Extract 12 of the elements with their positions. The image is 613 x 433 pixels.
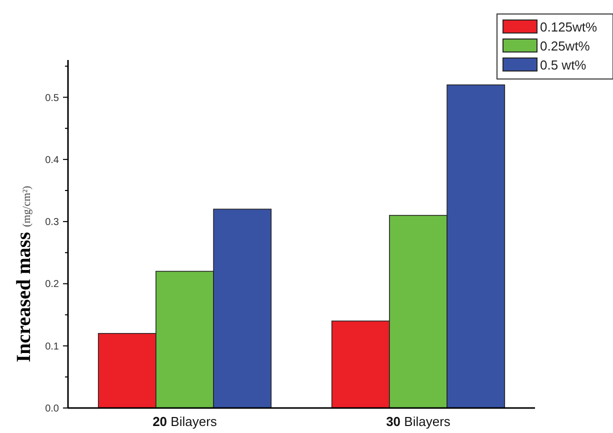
y-tick-label: 0.3	[45, 217, 60, 228]
y-tick-label: 0.5	[45, 92, 60, 104]
x-tick-label: 20 Bilayers	[152, 414, 218, 429]
y-axis-title: Increased mass (mg/cm²)	[13, 185, 35, 362]
y-tick-label: 0.4	[45, 154, 60, 166]
legend-label: 0.25wt%	[540, 38, 590, 54]
y-tick-label: 0.1	[45, 341, 60, 352]
legend-label: 0.125wt%	[540, 20, 598, 35]
x-tick-label: 30 Bilayers	[386, 414, 451, 429]
legend-label: 0.5 wt%	[540, 58, 587, 73]
y-tick-label: 0.0	[45, 404, 60, 414]
y-tick-label: 0.2	[45, 279, 60, 290]
